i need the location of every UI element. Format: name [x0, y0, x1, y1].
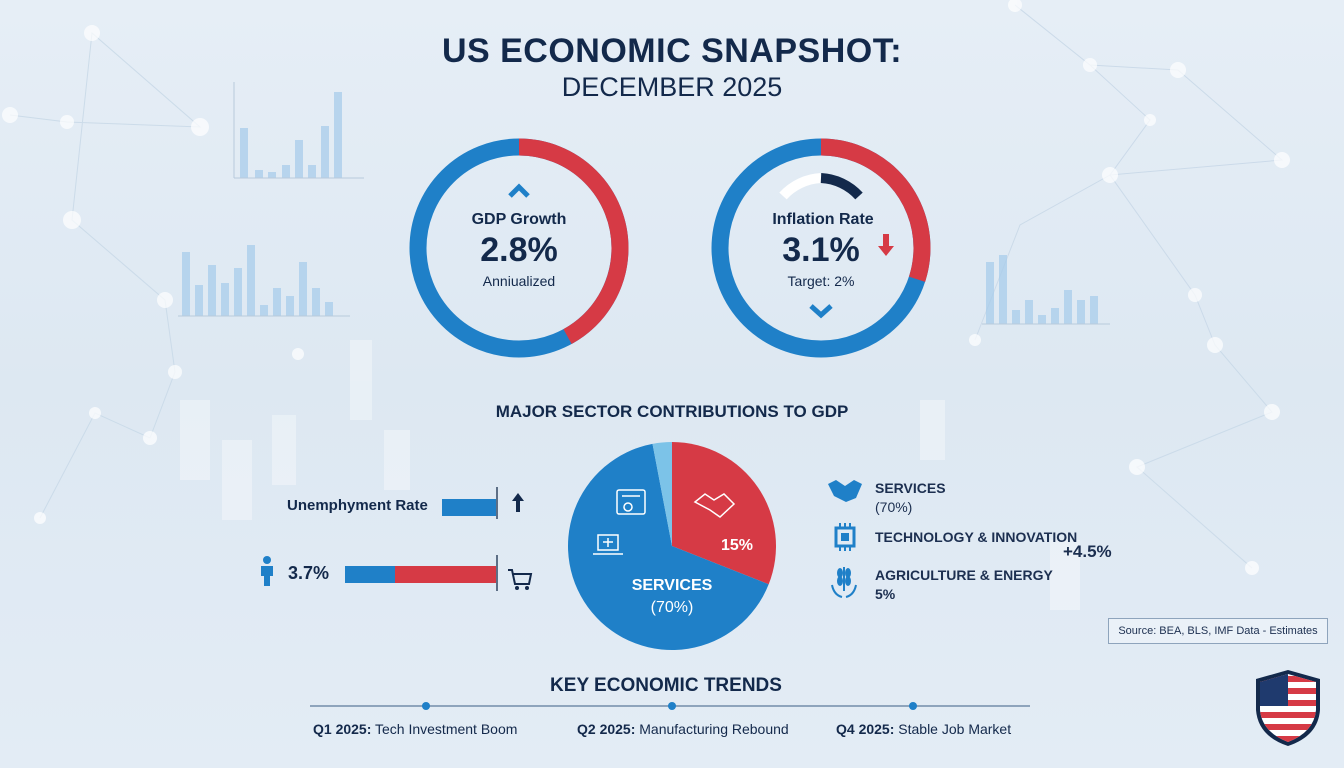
pie-label-services-pct: (70%): [651, 599, 694, 616]
gdp-value: 2.8%: [480, 231, 558, 269]
trend-item: Q2 2025: Manufacturing Rebound: [577, 721, 789, 737]
unemployment-bar-fill: [345, 566, 396, 583]
pie-slice-2: [652, 442, 672, 546]
gdp-ring: [409, 138, 629, 358]
trends-title: KEY ECONOMIC TRENDS: [550, 675, 782, 696]
legend-technology: TECHNOLOGY & INNOVATION: [875, 529, 1078, 545]
chevron-down-icon: [809, 304, 833, 319]
inflation-ring-fill: [711, 138, 931, 358]
inflation-value: 3.1%: [782, 231, 860, 269]
gdp-ring-fill: [409, 138, 629, 358]
timeline-dot: [422, 702, 430, 710]
pie-slice-1: [568, 443, 769, 650]
chevron-up-icon: [508, 183, 530, 198]
trend-period: Q4 2025:: [836, 721, 895, 737]
arrow-up-icon: [512, 493, 524, 512]
page-title: US ECONOMIC SNAPSHOT:: [441, 32, 903, 70]
timeline-dot: [668, 702, 676, 710]
document-icon: [616, 489, 646, 515]
page-subtitle: DECEMBER 2025: [561, 72, 783, 102]
inflation-note: Target: 2%: [787, 273, 855, 289]
us-flag-shield-logo: [1256, 670, 1320, 746]
source-note: Source: BEA, BLS, IMF Data - Estimates: [1108, 618, 1328, 644]
unemployment-bar: [345, 566, 497, 583]
trend-text: Stable Job Market: [894, 721, 1012, 737]
gdp-label: GDP Growth: [471, 211, 567, 228]
legend-services-pct: (70%): [875, 499, 913, 515]
handshake-icon: [693, 493, 736, 518]
gdp-note: Anniualized: [482, 273, 556, 289]
laptop-icon: [593, 534, 623, 555]
arrow-down-icon: [878, 234, 894, 256]
sector-pie-chart: 15% SERVICES (70%): [568, 442, 776, 650]
trend-text: Tech Investment Boom: [371, 721, 518, 737]
trend-period: Q2 2025:: [577, 721, 636, 737]
trend-item: Q1 2025: Tech Investment Boom: [313, 721, 517, 737]
shopping-cart-icon: [508, 569, 533, 590]
gauge-icon: [779, 173, 863, 200]
inflation-ring: [711, 138, 931, 358]
legend-agriculture: AGRICULTURE & ENERGY: [875, 567, 1053, 583]
wheat-icon: [831, 567, 857, 598]
divider: [496, 555, 498, 591]
pie-label-red: 15%: [721, 537, 753, 554]
trend-text: Manufacturing Rebound: [635, 721, 789, 737]
inflation-label: Inflation Rate: [772, 211, 874, 228]
trend-item: Q4 2025: Stable Job Market: [836, 721, 1011, 737]
unemployment-bar-top: [442, 499, 497, 516]
pie-label-services: SERVICES: [632, 577, 713, 594]
legend-agriculture-pct: 5%: [875, 586, 896, 602]
sector-section-title: MAJOR SECTOR CONTRIBUTIONS TO GDP: [495, 402, 849, 421]
trend-period: Q1 2025:: [313, 721, 372, 737]
divider: [496, 487, 498, 519]
unemployment-label: Unemphyment Rate: [287, 497, 428, 514]
timeline-dot: [909, 702, 917, 710]
legend-services: SERVICES: [875, 480, 946, 496]
unemployment-value: 3.7%: [288, 563, 330, 583]
handshake-icon: [828, 480, 862, 502]
technology-change: +4.5%: [1063, 542, 1112, 561]
person-icon: [261, 556, 273, 586]
chip-icon: [834, 523, 856, 551]
